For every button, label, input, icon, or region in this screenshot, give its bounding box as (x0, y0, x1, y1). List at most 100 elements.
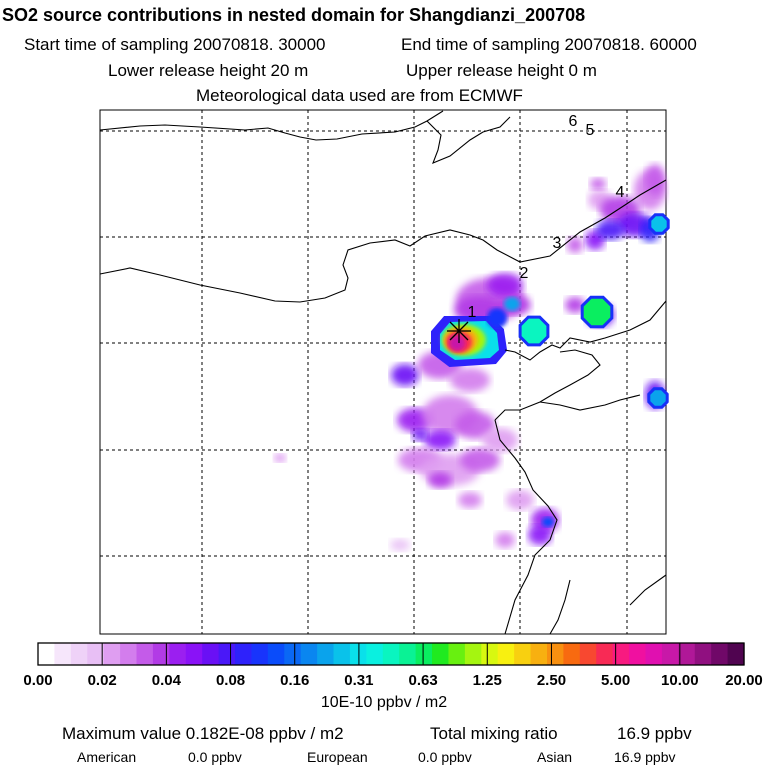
hotspot-ring-ne (580, 295, 614, 329)
colorbar-tick-label: 10.00 (661, 672, 699, 689)
colorbar (37, 642, 745, 666)
total-mixing-label: Total mixing ratio (430, 724, 558, 743)
coast-line (549, 579, 571, 635)
field-core (542, 517, 554, 527)
trajectory-label: 2 (520, 265, 529, 282)
markers: 1 2 3 4 56 (447, 113, 625, 343)
field-blob (274, 454, 286, 462)
hotspot-ring-east-edge (647, 387, 669, 409)
colorbar-tick-label: 0.08 (216, 672, 245, 689)
chart-title: SO2 source contributions in nested domai… (2, 5, 586, 25)
coast-line (539, 394, 641, 411)
hotspot-ring-east (518, 315, 550, 347)
colorbar-swatch (514, 643, 532, 665)
concentration-field (274, 164, 670, 551)
field-blob (391, 364, 419, 386)
colorbar-swatch (596, 643, 614, 665)
colorbar-tick-label: 20.00 (725, 672, 763, 689)
colorbar-tick-labels: 0.00 0.02 0.04 0.08 0.16 0.31 0.63 1.25 2.50 5.00… (23, 672, 762, 689)
field-blob (645, 164, 665, 196)
plume-branch (504, 297, 520, 311)
colorbar-swatch (136, 643, 154, 665)
plume-blue (487, 308, 507, 328)
trajectory-label: 1 (468, 304, 477, 321)
trajectory-label: 4 (616, 184, 625, 201)
colorbar-swatch (711, 643, 729, 665)
colorbar-swatch (152, 643, 170, 665)
american-label: American (77, 749, 137, 765)
trajectory-label: 6 (569, 113, 578, 130)
coast-line (504, 300, 667, 361)
colorbar-tick-label: 1.25 (473, 672, 502, 689)
colorbar-swatch (87, 643, 105, 665)
lower-release-label: Lower release height 20 m (108, 61, 309, 80)
asterisk-icon (449, 321, 460, 332)
colorbar-swatch (399, 643, 417, 665)
colorbar-swatch (54, 643, 72, 665)
colorbar-swatch (530, 643, 548, 665)
colorbar-swatch (38, 643, 56, 665)
colorbar-swatch (694, 643, 712, 665)
upper-release-label: Upper release height 0 m (406, 61, 597, 80)
coast-line (494, 349, 601, 421)
colorbar-swatch (645, 643, 663, 665)
colorbar-tick-label: 2.50 (537, 672, 566, 689)
field-blob (428, 472, 452, 488)
colorbar-swatch (218, 643, 236, 665)
colorbar-swatch (366, 643, 384, 665)
trajectory-label: 3 (553, 235, 562, 252)
colorbar-swatch (481, 643, 499, 665)
colorbar-swatch (415, 643, 433, 665)
colorbar-swatch (464, 643, 482, 665)
field-blob (424, 430, 456, 450)
colorbar-swatch (103, 643, 121, 665)
colorbar-tick-label: 0.04 (152, 672, 182, 689)
hotspot-ring-far-ne (648, 213, 670, 235)
field-blob (455, 411, 495, 439)
colorbar-swatch (251, 643, 269, 665)
colorbar-tick-label: 0.63 (408, 672, 437, 689)
coast-line (99, 179, 667, 303)
trajectory-label: 5 (586, 122, 595, 139)
asterisk-icon (449, 330, 460, 341)
colorbar-swatch (267, 643, 285, 665)
field-blob (528, 525, 552, 545)
field-blob (567, 237, 583, 253)
colorbar-swatch (284, 643, 302, 665)
colorbar-swatch (579, 643, 597, 665)
colorbar-tick-label: 0.02 (88, 672, 117, 689)
colorbar-swatch (185, 643, 203, 665)
colorbar-swatch (317, 643, 335, 665)
asterisk-icon (458, 321, 469, 332)
asian-value: 16.9 ppbv (614, 749, 676, 765)
colorbar-tick-label: 0.31 (344, 672, 373, 689)
field-blob (596, 220, 624, 240)
colorbar-swatch (546, 643, 564, 665)
colorbar-swatch (432, 643, 450, 665)
field-blob (590, 178, 606, 190)
colorbar-swatch (333, 643, 351, 665)
field-blob (390, 539, 410, 551)
colorbar-swatch (563, 643, 581, 665)
coast-line (629, 574, 667, 606)
colorbar-swatch (448, 643, 466, 665)
met-data-label: Meteorological data used are from ECMWF (196, 86, 523, 105)
end-time-label: End time of sampling 20070818. 60000 (401, 35, 697, 54)
field-blob (495, 532, 515, 548)
colorbar-swatch (497, 643, 515, 665)
colorbar-swatch (169, 643, 187, 665)
colorbar-tick-label: 0.00 (23, 672, 52, 689)
colorbar-swatch (235, 643, 253, 665)
coast-line (426, 116, 511, 164)
field-blob (450, 368, 490, 392)
coastline (99, 110, 667, 635)
field-blob (565, 297, 585, 313)
gridlines (100, 110, 666, 634)
field-blob (487, 273, 523, 297)
colorbar-swatch (612, 643, 630, 665)
colorbar-swatch (629, 643, 647, 665)
field-blob (460, 448, 500, 472)
colorbar-swatch (661, 643, 679, 665)
colorbar-swatch (382, 643, 400, 665)
